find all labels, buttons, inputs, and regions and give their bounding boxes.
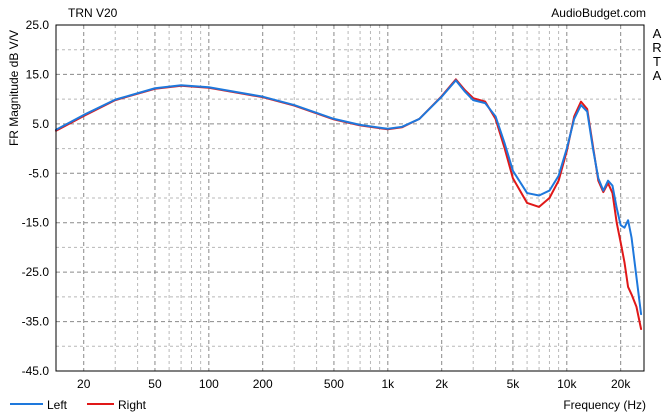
legend: Left Right [10, 398, 147, 412]
y-tick-label: -5.0 [28, 166, 49, 180]
y-tick-label: 5.0 [32, 117, 49, 131]
series-group [55, 78, 643, 330]
x-tick-label: 20 [77, 377, 91, 391]
x-tick-label: 1k [381, 377, 395, 391]
watermark-letter: R [652, 40, 661, 55]
x-tick-label: 10k [557, 377, 577, 391]
x-tick-label: 2k [435, 377, 449, 391]
x-tick-labels: 20 50 100 200 500 1k 2k 5k 10k 20k [77, 377, 631, 391]
y-axis-label: FR Magnitude dB V/V [7, 30, 21, 146]
y-tick-label: -45.0 [22, 364, 50, 378]
x-tick-label: 20k [611, 377, 631, 391]
x-tick-label: 5k [507, 377, 521, 391]
chart-title: TRN V20 [68, 6, 118, 20]
watermark-letter: A [653, 26, 662, 41]
x-axis-label: Frequency (Hz) [563, 398, 646, 412]
x-tick-label: 100 [199, 377, 219, 391]
legend-item-left: Left [10, 398, 68, 412]
watermark-letter: A [653, 68, 662, 83]
series-line-left [55, 79, 643, 316]
y-tick-label: 25.0 [26, 18, 50, 32]
y-tick-label: -35.0 [22, 315, 50, 329]
legend-right-label: Right [118, 398, 147, 412]
legend-item-right: Right [87, 398, 147, 412]
y-tick-label: -15.0 [22, 216, 50, 230]
x-tick-label: 200 [253, 377, 273, 391]
grid [56, 25, 644, 371]
watermark-letter: T [653, 54, 661, 69]
y-tick-label: 15.0 [26, 67, 50, 81]
y-tick-labels: 25.0 15.0 5.0 -5.0 -15.0 -25.0 -35.0 -45.0 [22, 18, 50, 378]
x-tick-label: 500 [324, 377, 344, 391]
plot-frame [55, 24, 645, 372]
legend-left-label: Left [47, 398, 68, 412]
x-tick-label: 50 [148, 377, 162, 391]
chart-source: AudioBudget.com [551, 6, 646, 20]
y-tick-label: -25.0 [22, 265, 50, 279]
